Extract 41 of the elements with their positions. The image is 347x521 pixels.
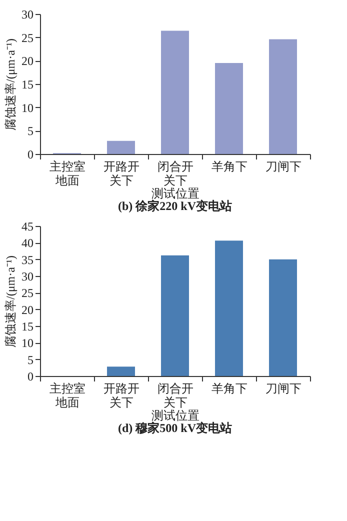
- y-tick-label: 10: [22, 336, 34, 350]
- y-axis-title: 腐蚀速率/(μm·a⁻¹): [4, 255, 18, 348]
- y-tick-label: 20: [22, 302, 34, 317]
- y-tick-label: 25: [22, 286, 34, 300]
- text: (b) 徐家220 kV变电站: [118, 199, 232, 213]
- bar: [107, 366, 135, 376]
- x-tick-label: 闭合开关下: [158, 382, 194, 410]
- y-tick-label: 5: [28, 352, 34, 367]
- bar: [161, 255, 189, 376]
- y-tick-label: 40: [22, 236, 34, 250]
- y-tick-label: 5: [28, 124, 34, 138]
- x-axis-title: 测试位置: [152, 186, 200, 200]
- bar: [161, 30, 189, 154]
- bar: [215, 240, 243, 376]
- y-tick-label: 20: [22, 54, 34, 68]
- bar: [269, 259, 297, 376]
- y-tick-label: 15: [22, 78, 34, 92]
- bar: [269, 39, 297, 154]
- text: (d) 穆家500 kV变电站: [118, 421, 232, 435]
- y-tick-label: 10: [22, 100, 34, 115]
- y-tick-label: 45: [22, 220, 34, 234]
- x-tick-label: 羊角下: [212, 382, 248, 396]
- bar: [107, 140, 135, 154]
- y-tick-label: 30: [22, 8, 34, 22]
- x-tick-label: 羊角下: [212, 160, 248, 174]
- x-axis-title: 测试位置: [152, 408, 200, 422]
- y-tick-label: 0: [28, 148, 34, 162]
- y-tick-label: 35: [22, 252, 34, 267]
- x-tick-label: 刀闸下: [266, 382, 302, 396]
- y-axis-title: 腐蚀速率/(μm·a⁻¹): [4, 38, 18, 131]
- y-tick-label: 25: [22, 30, 34, 45]
- x-tick-label: 主控室地面: [50, 382, 86, 410]
- bar: [215, 63, 243, 154]
- y-tick-label: 15: [22, 320, 34, 334]
- x-tick-label: 闭合开关下: [158, 160, 194, 188]
- x-tick-label: 刀闸下: [266, 160, 302, 174]
- y-tick-label: 0: [28, 370, 34, 384]
- x-tick-label: 主控室地面: [50, 160, 86, 188]
- y-tick-label: 30: [22, 270, 34, 284]
- x-tick-label: 开路开关下: [104, 382, 140, 410]
- x-tick-label: 开路开关下: [104, 160, 140, 188]
